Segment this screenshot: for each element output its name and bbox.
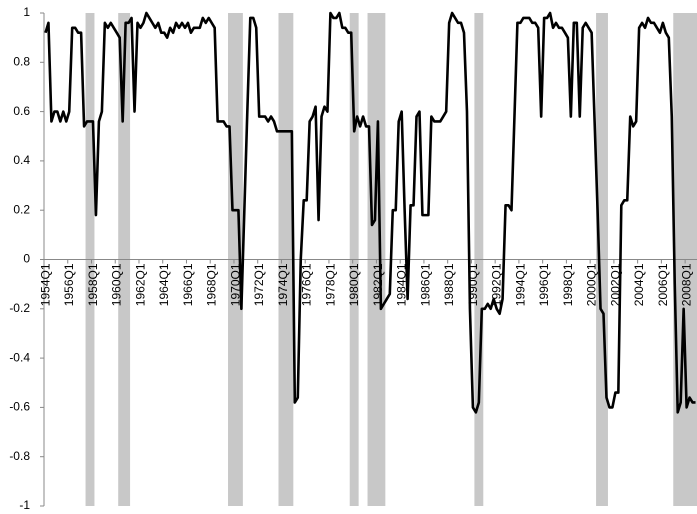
x-tick-label: 1968Q1	[205, 263, 219, 306]
x-tick-label: 1990Q1	[466, 263, 480, 306]
x-tick-label: 1960Q1	[110, 263, 124, 306]
y-tick-label: -0.8	[9, 449, 30, 463]
x-tick-label: 2008Q1	[680, 263, 694, 306]
y-tick-label: 0.2	[13, 202, 30, 216]
x-tick-label: 1964Q1	[157, 263, 171, 306]
x-tick-label: 1982Q1	[371, 263, 385, 306]
y-tick-label: 0	[23, 252, 30, 266]
x-tick-label: 1986Q1	[418, 263, 432, 306]
x-tick-label: 1974Q1	[276, 263, 290, 306]
x-tick-label: 1980Q1	[347, 263, 361, 306]
x-tick-label: 1994Q1	[513, 263, 527, 306]
y-tick-label: -0.2	[9, 301, 30, 315]
y-tick-label: -0.4	[9, 350, 30, 364]
x-tick-label: 1992Q1	[490, 263, 504, 306]
x-tick-label: 1956Q1	[62, 263, 76, 306]
x-tick-label: 1966Q1	[181, 263, 195, 306]
x-tick-label: 1996Q1	[537, 263, 551, 306]
x-tick-label: 1954Q1	[38, 263, 52, 306]
x-tick-label: 1962Q1	[133, 263, 147, 306]
y-tick-label: -1	[19, 498, 30, 512]
y-tick-label: 0.8	[13, 54, 30, 68]
x-tick-label: 1970Q1	[228, 263, 242, 306]
y-tick-label: -0.6	[9, 400, 30, 414]
x-tick-label: 1988Q1	[442, 263, 456, 306]
y-tick-label: 0.6	[13, 104, 30, 118]
x-tick-label: 2000Q1	[585, 263, 599, 306]
x-tick-label: 1978Q1	[323, 263, 337, 306]
data-line	[44, 11, 696, 414]
x-tick-label: 2004Q1	[632, 263, 646, 306]
x-tick-label: 1976Q1	[300, 263, 314, 306]
y-tick-label: 0.4	[13, 153, 30, 167]
y-tick-label: 1	[23, 5, 30, 19]
x-tick-label: 1958Q1	[86, 263, 100, 306]
x-tick-label: 1972Q1	[252, 263, 266, 306]
x-tick-label: 2006Q1	[656, 263, 670, 306]
x-tick-label: 1998Q1	[561, 263, 575, 306]
x-tick-label: 1984Q1	[395, 263, 409, 306]
